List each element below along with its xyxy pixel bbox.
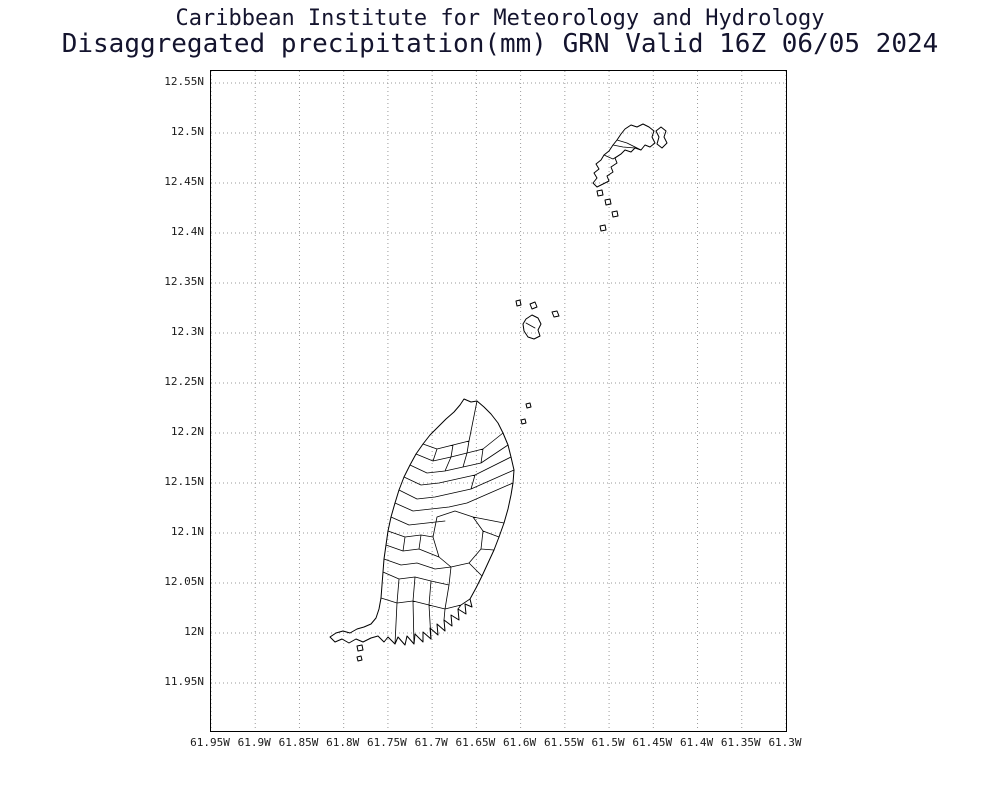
diamond-islet xyxy=(515,299,522,307)
y-tick-label: 12.5N xyxy=(170,125,204,138)
x-tick-label: 61.85W xyxy=(278,736,319,749)
y-tick-label: 11.95N xyxy=(164,675,204,688)
lat-lon-gridlines xyxy=(211,71,786,731)
y-tick-label: 12.15N xyxy=(164,475,204,488)
carriacou-watershed-boundaries xyxy=(603,139,642,160)
x-tick-label: 61.35W xyxy=(720,736,761,749)
les-tantes-islet xyxy=(551,310,560,318)
grenada-watershed-boundaries xyxy=(380,400,515,645)
y-tick-label: 12.25N xyxy=(164,375,204,388)
y-tick-label: 12.55N xyxy=(164,75,204,88)
map-canvas xyxy=(211,71,786,731)
x-tick-label: 61.3W xyxy=(768,736,802,749)
carriacou-island-outline xyxy=(592,123,656,188)
petite-martinique-island xyxy=(655,126,668,149)
map-plot-area xyxy=(210,70,787,732)
grenada-island-outline xyxy=(329,398,515,646)
ronde-island xyxy=(522,314,542,340)
islets-south-of-carriacou xyxy=(596,189,619,232)
y-tick-label: 12.35N xyxy=(164,275,204,288)
x-tick-label: 61.45W xyxy=(632,736,673,749)
x-tick-label: 61.65W xyxy=(455,736,496,749)
y-tick-label: 12.05N xyxy=(164,575,204,588)
northeast-grenada-islets xyxy=(520,402,532,425)
south-islet-speck xyxy=(356,655,363,662)
x-tick-label: 61.7W xyxy=(414,736,448,749)
x-tick-label: 61.5W xyxy=(591,736,625,749)
y-tick-label: 12.4N xyxy=(170,225,204,238)
x-tick-label: 61.6W xyxy=(503,736,537,749)
caille-island xyxy=(529,301,538,310)
map-title: Disaggregated precipitation(mm) GRN Vali… xyxy=(61,29,939,59)
institute-title: Caribbean Institute for Meteorology and … xyxy=(175,6,825,31)
ronde-island-boundary xyxy=(525,322,536,329)
islands xyxy=(329,123,668,662)
x-tick-label: 61.95W xyxy=(190,736,230,749)
x-tick-label: 61.55W xyxy=(543,736,584,749)
y-tick-label: 12.2N xyxy=(170,425,204,438)
x-tick-label: 61.4W xyxy=(679,736,714,749)
y-tick-label: 12.1N xyxy=(170,525,204,538)
x-tick-label: 61.9W xyxy=(237,736,271,749)
glover-island xyxy=(356,644,364,652)
x-tick-label: 61.75W xyxy=(367,736,407,749)
y-tick-label: 12N xyxy=(184,625,204,638)
y-tick-label: 12.3N xyxy=(170,325,204,338)
y-tick-label: 12.45N xyxy=(164,175,204,188)
x-tick-label: 61.8W xyxy=(326,736,360,749)
